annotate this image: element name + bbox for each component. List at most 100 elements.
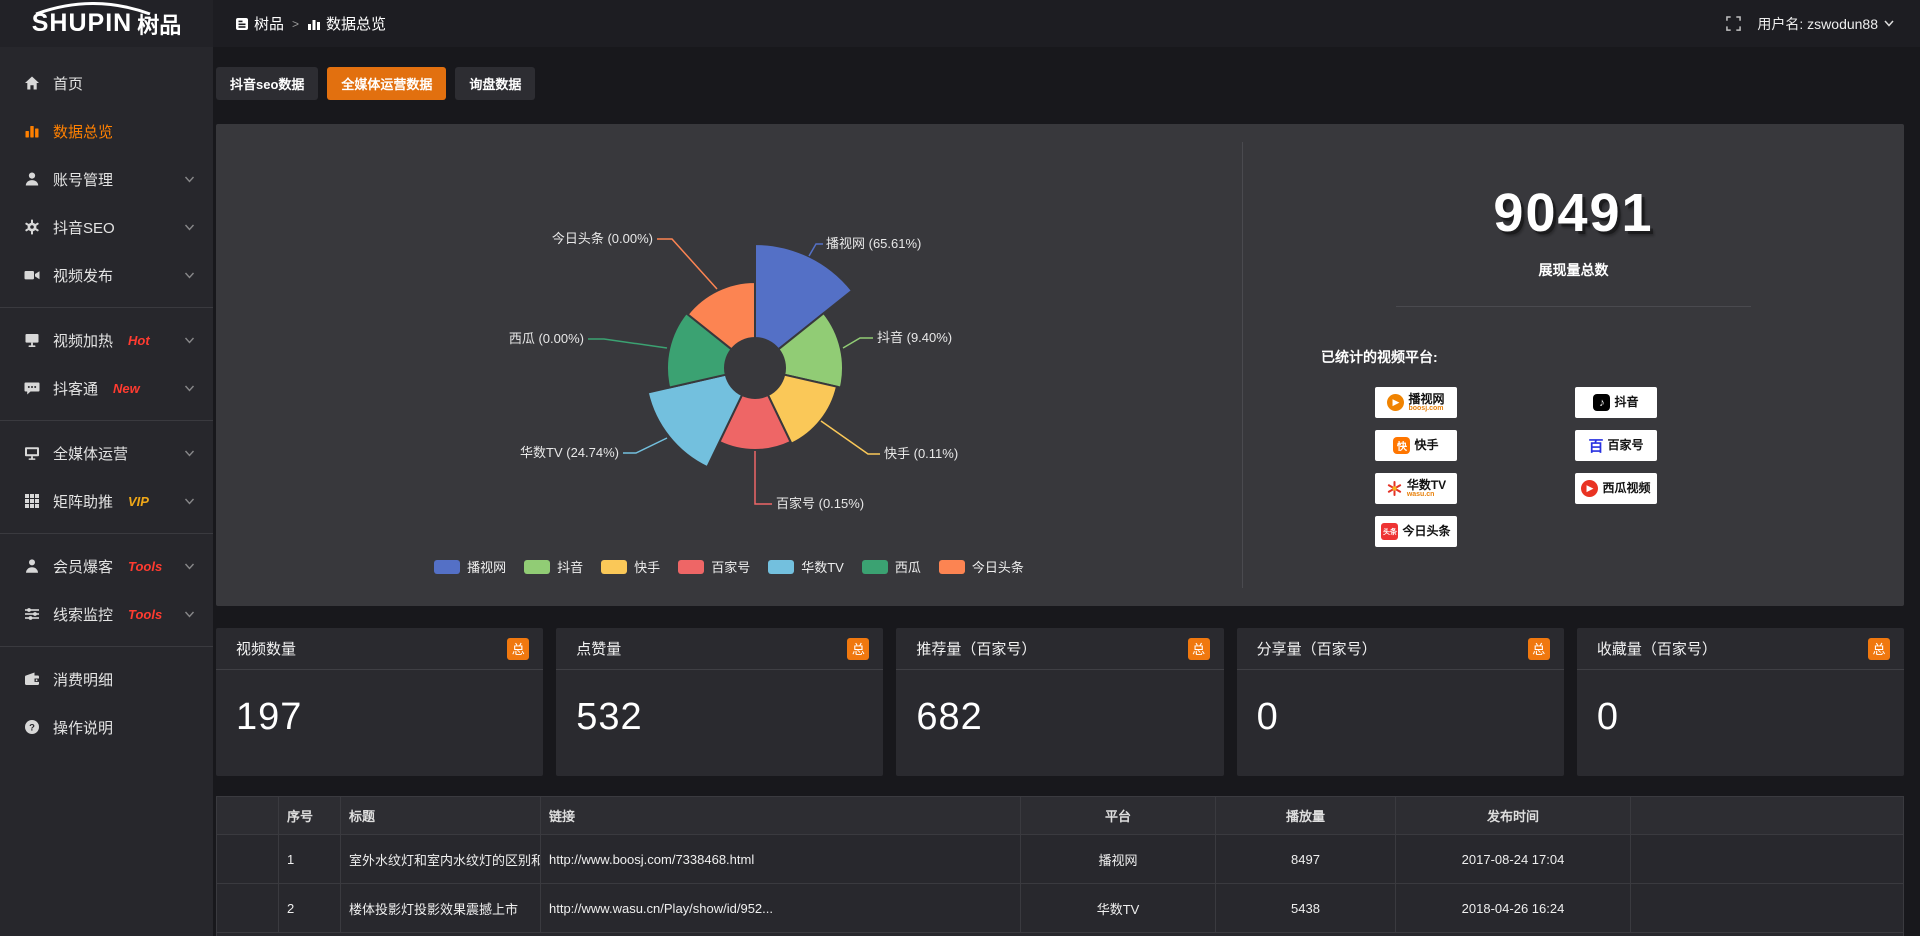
baijiahao-logo-icon: 百 [1588,438,1604,455]
sidebar: 首页 数据总览 账号管理 抖音SEO 视频发布 视频加热 Hot [0,47,213,936]
pie-sector-西瓜[interactable] [666,311,733,389]
sidebar-item-douyin-seo[interactable]: 抖音SEO [0,203,213,251]
new-badge: New [113,380,140,396]
legend-swatch [601,559,628,574]
sidebar-item-help[interactable]: ? 操作说明 [0,703,213,751]
kuaishou-logo-icon: 快 [1393,437,1411,454]
summary-divider [1396,306,1751,307]
tab-inquiry-data[interactable]: 询盘数据 [455,67,536,100]
pie-sector-百家号[interactable] [718,393,792,451]
user-menu[interactable]: 用户名: zswodun88 [1757,14,1894,34]
breadcrumb-home[interactable]: 树品 [235,13,284,34]
sidebar-item-member-burst[interactable]: 会员爆客 Tools [0,542,213,590]
gear-icon [25,219,39,235]
home-icon [25,76,39,90]
platform-badges: ▶ 播视网 boosj.com 快 快手 华数TV wasu.cn 头条 [1375,387,1657,547]
legend-item[interactable]: 播视网 [434,557,506,576]
vip-badge: VIP [128,493,149,509]
logo-suffix: 树品 [137,12,182,38]
sidebar-item-matrix-boost[interactable]: 矩阵助推 VIP [0,477,213,525]
sidebar-item-spend-detail[interactable]: 消费明细 [0,655,213,703]
sidebar-item-video-heat[interactable]: 视频加热 Hot [0,316,213,364]
legend-item[interactable]: 抖音 [524,557,583,576]
chevron-down-icon [184,337,195,344]
legend-swatch [938,559,965,574]
stat-card-favorites: 收藏量（百家号）总 0 [1576,628,1905,776]
chart-legend: 播视网 抖音 快手 百家号 华数TV 西瓜 今日头条 [216,557,1242,576]
pie-label-line [820,420,880,455]
total-badge: 总 [1187,637,1210,660]
col-header-link: 链接 [540,796,1021,835]
platform-badge-wasu: 华数TV wasu.cn [1375,473,1457,504]
cell-extra [1630,834,1904,884]
pie-sector-快手[interactable] [766,373,839,446]
legend-item[interactable]: 今日头条 [938,557,1024,576]
sidebar-divider [0,646,213,647]
total-badge: 总 [847,637,870,660]
cell-plays: 8497 [1215,834,1396,884]
sidebar-item-account[interactable]: 账号管理 [0,155,213,203]
pie-label: 西瓜 (0.00%) [509,331,584,346]
stat-card-video-count: 视频数量总 197 [216,628,544,776]
chat-bubble-icon [24,382,40,395]
pie-label-line [754,451,772,505]
stat-value: 532 [576,696,643,738]
bar-chart-icon [308,19,321,30]
bar-chart-icon [25,126,39,138]
legend-swatch [768,559,795,574]
pie-sector-华数TV[interactable] [646,373,744,469]
pie-label: 百家号 (0.15%) [776,496,864,511]
sidebar-item-data-overview[interactable]: 数据总览 [0,107,213,155]
legend-item[interactable]: 快手 [601,557,660,576]
chevron-down-icon [184,385,195,392]
video-table: 序号 标题 链接 平台 播放量 发布时间 1 室外水纹灯和室内水纹灯的区别和简介… [216,796,1904,936]
col-header-title: 标题 [340,796,541,835]
stat-cards: 视频数量总 197 点赞量总 532 推荐量（百家号）总 682 分享量（百家号… [216,628,1905,776]
grid-icon [25,494,39,508]
breadcrumb-current[interactable]: 数据总览 [307,13,386,34]
tab-omnimedia-data[interactable]: 全媒体运营数据 [327,67,447,100]
col-header-plays: 播放量 [1215,796,1396,835]
sidebar-item-omnimedia[interactable]: 全媒体运营 [0,429,213,477]
platform-badge-boosj: ▶ 播视网 boosj.com [1375,387,1457,418]
toutiao-logo-icon: 头条 [1381,523,1399,540]
platform-badge-xigua: ▶ 西瓜视频 [1575,473,1657,504]
total-badge: 总 [507,637,530,660]
legend-item[interactable]: 华数TV [768,557,844,576]
topbar: SHUPIN 树品 树品 > 数据总览 用户名: zswodun88 [0,0,1920,47]
cell-time: 2017-08-24 17:04 [1395,834,1631,884]
fullscreen-icon[interactable] [1726,16,1742,31]
col-header-num: 序号 [278,796,341,835]
pie-sector-今日头条[interactable] [686,280,756,351]
pie-chart-svg: 播视网 (65.61%) 抖音 (9.40%) 快手 (0.11%) 百家号 (0.1… [509,231,958,511]
breadcrumb-separator: > [292,16,300,31]
cell-title-link[interactable]: 楼体投影灯投影效果震撼上市 [340,883,541,933]
pie-label: 华数TV (24.74%) [520,445,619,460]
tools-badge: Tools [128,606,163,622]
legend-item[interactable]: 百家号 [678,557,750,576]
stat-card-recommends: 推荐量（百家号）总 682 [896,628,1224,776]
app-grid-icon [236,17,248,30]
logo-text: SHUPIN [31,9,133,37]
chevron-down-icon [184,272,195,279]
stat-value: 197 [236,696,303,738]
table-row: 2 楼体投影灯投影效果震撼上市 http://www.wasu.cn/Play/… [216,883,1904,933]
pie-sector-抖音[interactable] [777,311,844,389]
cell-title-link[interactable]: 室外水纹灯和室内水纹灯的区别和简介 [340,834,541,884]
overview-panel: 播视网 (65.61%) 抖音 (9.40%) 快手 (0.11%) 百家号 (0.1… [216,124,1904,606]
legend-swatch [861,559,888,574]
cell-url-link[interactable]: http://www.boosj.com/7338468.html [540,834,1021,884]
sidebar-item-lead-monitor[interactable]: 线索监控 Tools [0,590,213,638]
sidebar-divider [0,307,213,308]
pie-sector-播视网[interactable] [754,242,854,351]
sidebar-item-home[interactable]: 首页 [0,59,213,107]
cell-extra [1630,883,1904,933]
cell-url-link[interactable]: http://www.wasu.cn/Play/show/id/952... [540,883,1021,933]
hot-badge: Hot [128,332,150,348]
sidebar-item-douketong[interactable]: 抖客通 New [0,364,213,412]
sidebar-item-video-publish[interactable]: 视频发布 [0,251,213,299]
wallet-icon [25,672,39,685]
tab-douyin-seo-data[interactable]: 抖音seo数据 [216,67,319,100]
pie-label-line [657,238,718,290]
legend-item[interactable]: 西瓜 [861,557,921,576]
